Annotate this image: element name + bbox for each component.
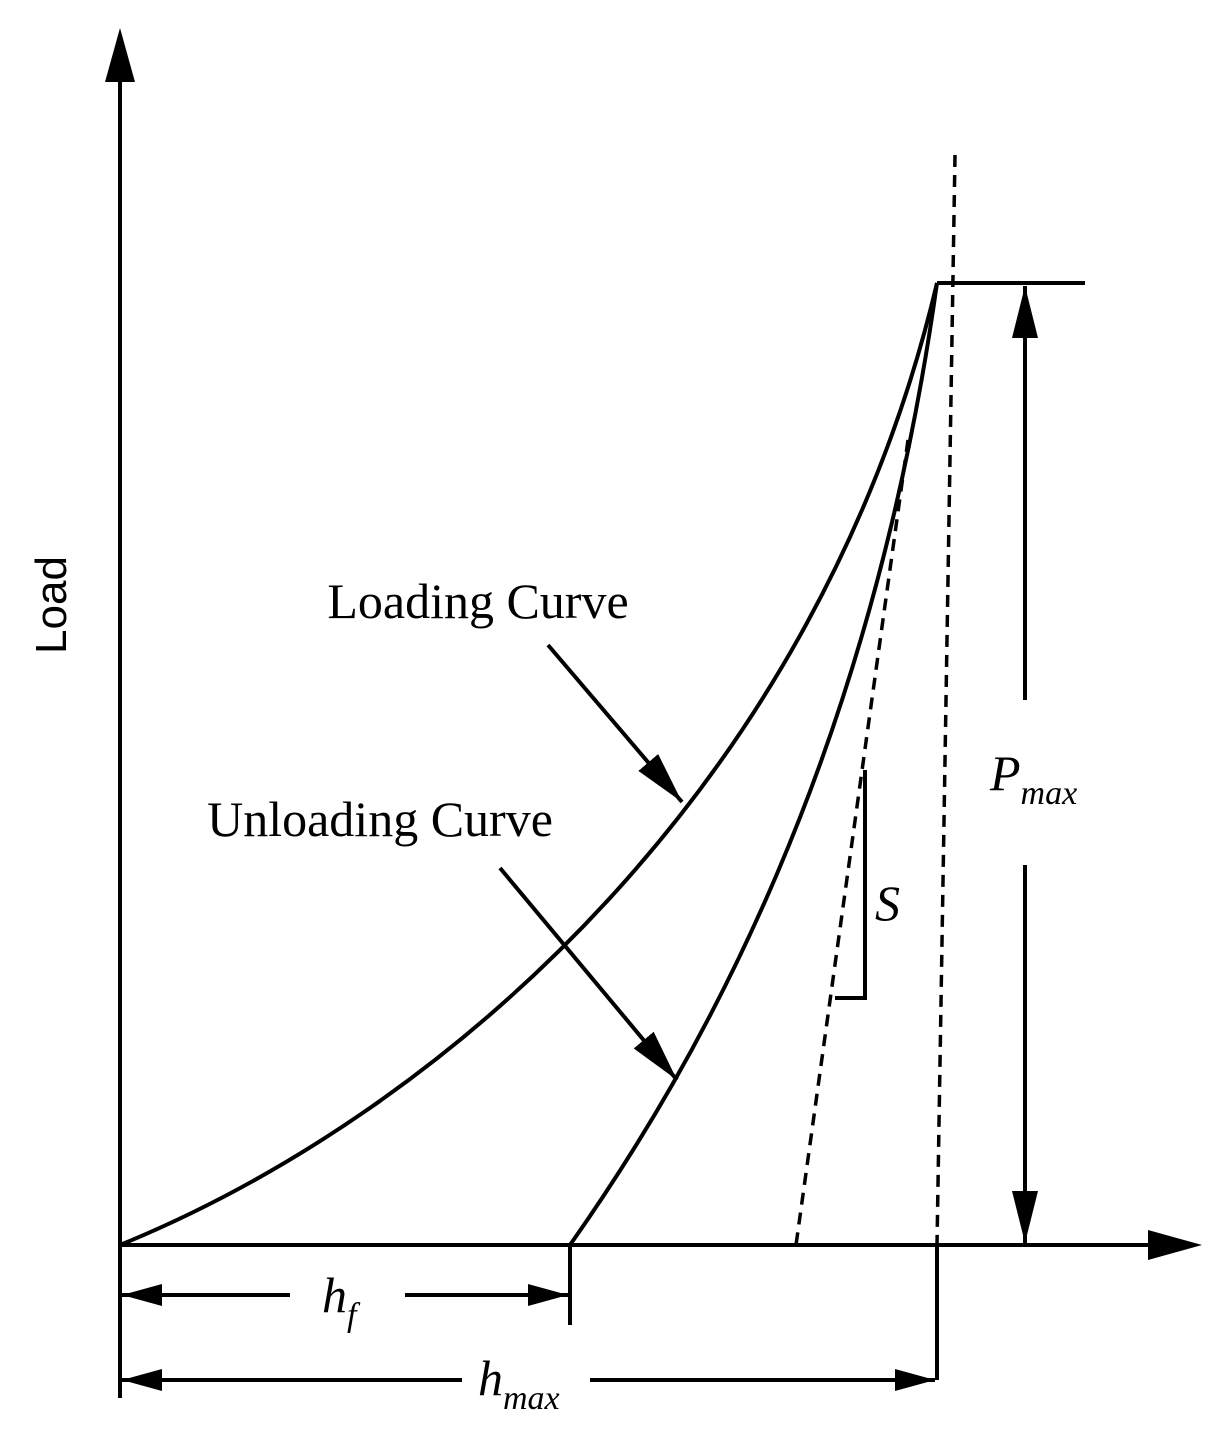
- slope-triangle: [835, 770, 867, 1000]
- hf-subscript: f: [347, 1297, 361, 1334]
- stiffness-label: S: [875, 875, 900, 931]
- loading-curve: [119, 282, 939, 1247]
- vertical-dashed-line: [935, 154, 957, 1246]
- pmax-label: Pmax: [989, 745, 1077, 812]
- x-axis-arrow: [1148, 1230, 1202, 1260]
- hmax-symbol: h: [478, 1350, 503, 1406]
- y-axis-arrow: [105, 28, 135, 82]
- pmax-symbol: P: [989, 745, 1021, 801]
- axis-label: Load: [27, 556, 76, 654]
- hmax-label: hmax: [478, 1350, 560, 1417]
- loading-label: Loading Curve: [327, 573, 628, 629]
- unloading-label: Unloading Curve: [207, 791, 553, 847]
- hmax-subscript: max: [503, 1380, 560, 1417]
- hf-symbol: h: [322, 1267, 347, 1323]
- pmax-subscript: max: [1021, 775, 1078, 812]
- loading-arrow: [546, 643, 684, 804]
- tangent-line: [794, 439, 910, 1246]
- hf-label: hf: [322, 1267, 361, 1334]
- unloading-arrow: [498, 866, 679, 1082]
- unloading-curve: [568, 282, 939, 1247]
